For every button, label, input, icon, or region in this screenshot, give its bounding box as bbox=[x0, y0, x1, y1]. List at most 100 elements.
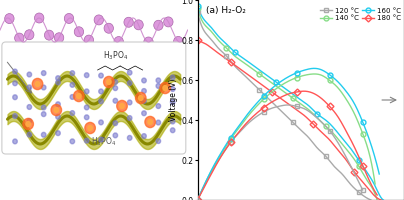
Circle shape bbox=[42, 74, 46, 79]
Circle shape bbox=[42, 96, 46, 100]
Circle shape bbox=[84, 84, 89, 89]
Circle shape bbox=[127, 82, 132, 87]
Circle shape bbox=[70, 75, 75, 80]
Circle shape bbox=[13, 134, 17, 138]
Circle shape bbox=[113, 110, 118, 114]
Circle shape bbox=[160, 82, 170, 94]
Circle shape bbox=[142, 111, 146, 116]
Circle shape bbox=[124, 17, 133, 27]
Circle shape bbox=[164, 17, 173, 27]
Circle shape bbox=[127, 114, 132, 119]
Text: (a) H₂-O₂: (a) H₂-O₂ bbox=[206, 6, 246, 15]
Circle shape bbox=[13, 118, 17, 123]
Circle shape bbox=[142, 86, 146, 91]
Text: $\sf{H_3PO_4}$: $\sf{H_3PO_4}$ bbox=[103, 50, 128, 62]
Circle shape bbox=[54, 108, 59, 112]
Circle shape bbox=[135, 92, 146, 104]
Circle shape bbox=[156, 136, 161, 141]
Circle shape bbox=[56, 81, 60, 86]
Circle shape bbox=[84, 35, 94, 45]
Circle shape bbox=[127, 98, 132, 102]
Circle shape bbox=[103, 76, 114, 88]
Circle shape bbox=[113, 104, 118, 108]
Circle shape bbox=[142, 131, 146, 136]
Circle shape bbox=[88, 126, 93, 130]
Circle shape bbox=[156, 118, 161, 123]
Circle shape bbox=[113, 138, 118, 143]
Circle shape bbox=[15, 33, 24, 43]
Circle shape bbox=[120, 104, 124, 108]
Circle shape bbox=[70, 137, 75, 142]
Circle shape bbox=[156, 79, 161, 83]
Circle shape bbox=[70, 83, 75, 88]
Circle shape bbox=[84, 137, 89, 142]
Circle shape bbox=[23, 118, 34, 130]
Circle shape bbox=[64, 13, 74, 23]
FancyBboxPatch shape bbox=[2, 42, 186, 154]
Circle shape bbox=[142, 103, 146, 108]
Circle shape bbox=[42, 112, 46, 117]
Circle shape bbox=[70, 114, 75, 119]
Circle shape bbox=[156, 78, 161, 83]
Circle shape bbox=[27, 87, 32, 92]
Circle shape bbox=[32, 78, 43, 90]
Circle shape bbox=[27, 104, 32, 109]
Circle shape bbox=[170, 70, 175, 75]
Circle shape bbox=[84, 69, 89, 74]
Circle shape bbox=[148, 120, 152, 124]
Circle shape bbox=[56, 70, 60, 75]
Circle shape bbox=[154, 20, 163, 30]
Circle shape bbox=[85, 122, 95, 134]
Circle shape bbox=[25, 30, 34, 40]
Circle shape bbox=[114, 37, 123, 47]
Y-axis label: Voltage (V): Voltage (V) bbox=[169, 79, 179, 121]
Circle shape bbox=[13, 70, 17, 75]
Circle shape bbox=[55, 33, 64, 43]
Text: $\rm{H_3PO_4}$: $\rm{H_3PO_4}$ bbox=[90, 136, 116, 148]
Circle shape bbox=[13, 81, 17, 86]
Circle shape bbox=[94, 15, 103, 25]
Circle shape bbox=[5, 14, 14, 24]
Circle shape bbox=[51, 104, 61, 116]
Circle shape bbox=[156, 99, 161, 103]
Circle shape bbox=[107, 80, 111, 84]
Circle shape bbox=[56, 132, 60, 136]
Circle shape bbox=[74, 27, 84, 37]
Circle shape bbox=[127, 132, 132, 137]
Circle shape bbox=[99, 78, 103, 83]
Circle shape bbox=[13, 104, 17, 109]
Circle shape bbox=[27, 76, 32, 81]
Circle shape bbox=[77, 94, 81, 98]
Legend: 120 °C, 140 °C, 160 °C, 180 °C: 120 °C, 140 °C, 160 °C, 180 °C bbox=[318, 5, 403, 23]
Circle shape bbox=[27, 130, 32, 135]
Circle shape bbox=[145, 116, 156, 128]
Circle shape bbox=[34, 13, 44, 23]
Circle shape bbox=[170, 137, 175, 142]
Circle shape bbox=[99, 112, 103, 116]
Circle shape bbox=[144, 37, 153, 47]
Circle shape bbox=[134, 20, 143, 30]
Circle shape bbox=[26, 122, 30, 126]
Circle shape bbox=[42, 133, 46, 138]
Circle shape bbox=[56, 111, 60, 116]
Circle shape bbox=[99, 135, 103, 140]
Circle shape bbox=[163, 86, 167, 90]
Circle shape bbox=[117, 100, 127, 112]
Circle shape bbox=[42, 80, 46, 85]
Circle shape bbox=[70, 103, 75, 108]
Circle shape bbox=[170, 80, 175, 85]
Circle shape bbox=[84, 102, 89, 107]
Circle shape bbox=[170, 115, 175, 120]
Circle shape bbox=[113, 79, 118, 84]
Circle shape bbox=[84, 111, 89, 116]
Circle shape bbox=[99, 69, 103, 74]
Circle shape bbox=[99, 95, 103, 100]
Circle shape bbox=[27, 116, 32, 121]
Circle shape bbox=[104, 23, 114, 33]
Circle shape bbox=[142, 75, 146, 80]
Circle shape bbox=[170, 97, 175, 101]
Circle shape bbox=[74, 90, 84, 102]
Circle shape bbox=[56, 97, 60, 102]
Circle shape bbox=[127, 78, 132, 82]
Circle shape bbox=[35, 82, 40, 86]
